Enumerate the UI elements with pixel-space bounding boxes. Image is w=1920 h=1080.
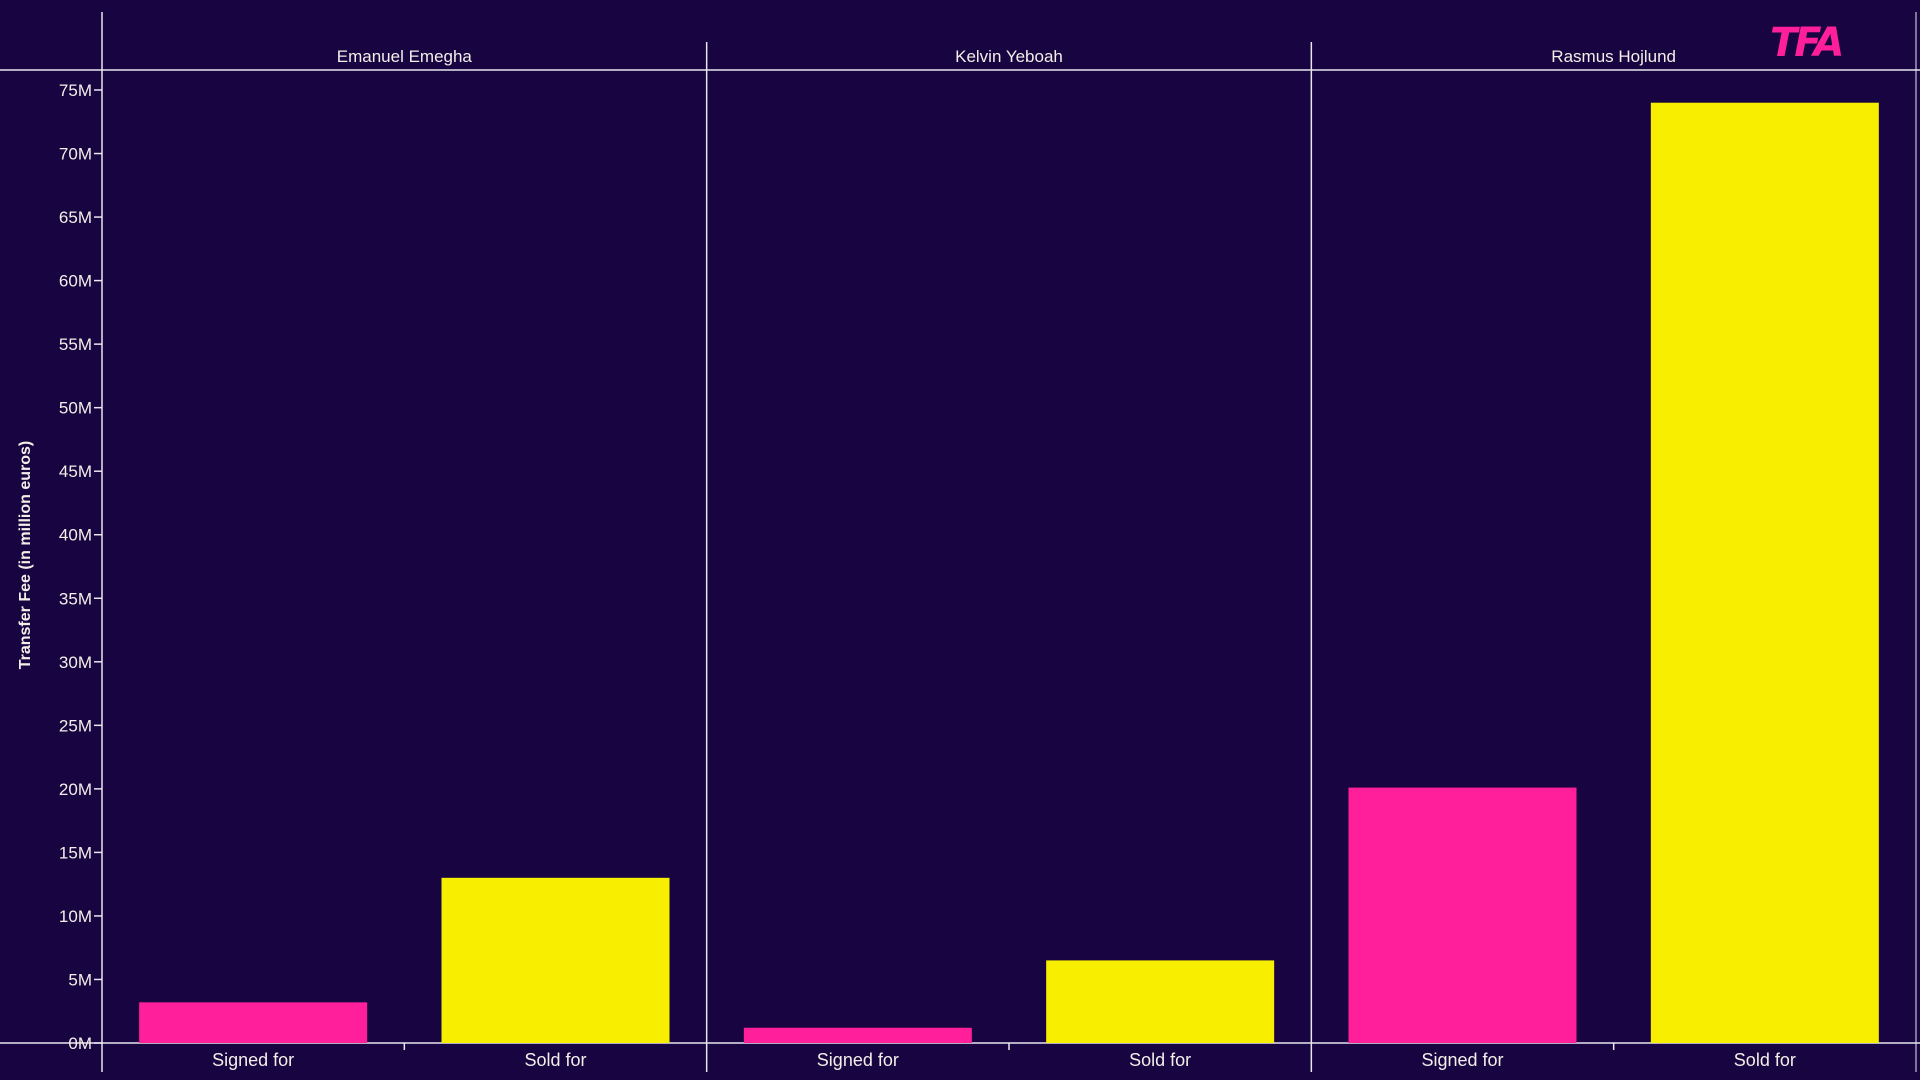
y-axis-ticks: 0M 5M 10M 15M 20M 25M 30M 35M 40M 45M 50M 55M 60M 65M… — [59, 81, 102, 1053]
tfa-logo: TFA — [1770, 20, 1841, 66]
y-tick-label: 35M — [59, 589, 92, 608]
panel-title: Rasmus Hojlund — [1551, 47, 1676, 66]
y-tick-label: 65M — [59, 208, 92, 227]
y-tick-label: 30M — [59, 653, 92, 672]
bar-sold-for — [1650, 102, 1879, 1043]
panel-title: Emanuel Emegha — [337, 47, 473, 66]
bars — [139, 102, 1879, 1043]
x-category-label: Signed for — [1421, 1050, 1503, 1070]
y-tick-label: 70M — [59, 145, 92, 164]
y-tick-label: 45M — [59, 462, 92, 481]
y-tick-label: 60M — [59, 272, 92, 291]
y-tick-label: 25M — [59, 716, 92, 735]
y-tick-label: 50M — [59, 399, 92, 418]
panel-titles: Emanuel Emegha Kelvin Yeboah Rasmus Hojlun… — [337, 47, 1676, 66]
panel-title: Kelvin Yeboah — [955, 47, 1063, 66]
category-labels: Signed for Sold for Signed for Sold for Sign… — [212, 1043, 1796, 1070]
bar-sold-for — [1046, 960, 1275, 1043]
x-category-label: Sold for — [1129, 1050, 1191, 1070]
y-tick-label: 75M — [59, 81, 92, 100]
y-tick-label: 55M — [59, 335, 92, 354]
bar-signed-for — [743, 1027, 972, 1043]
x-category-label: Sold for — [524, 1050, 586, 1070]
x-category-label: Signed for — [817, 1050, 899, 1070]
bar-signed-for — [1348, 787, 1577, 1043]
y-tick-label: 0M — [68, 1034, 92, 1053]
bar-sold-for — [441, 877, 670, 1043]
x-category-label: Sold for — [1734, 1050, 1796, 1070]
y-tick-label: 20M — [59, 780, 92, 799]
y-tick-label: 5M — [68, 970, 92, 989]
y-tick-label: 40M — [59, 526, 92, 545]
bar-signed-for — [139, 1002, 368, 1043]
y-tick-label: 10M — [59, 907, 92, 926]
y-axis-title: Transfer Fee (in million euros) — [17, 441, 34, 670]
y-tick-label: 15M — [59, 843, 92, 862]
x-category-label: Signed for — [212, 1050, 294, 1070]
